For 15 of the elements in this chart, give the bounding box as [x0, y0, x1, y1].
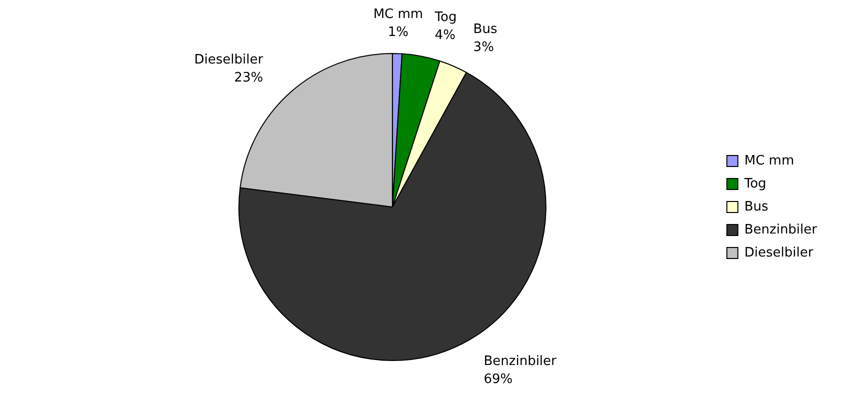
legend-label: Dieselbiler	[744, 245, 814, 260]
data-label: 23%	[234, 70, 264, 86]
data-label: 69%	[484, 372, 513, 387]
legend-label: Benzinbiler	[744, 222, 818, 238]
slice-label: Benzinbiler	[484, 354, 558, 369]
slice-label: Dieselbiler	[194, 52, 264, 68]
data-label: 4%	[434, 28, 456, 44]
slice-label: MC mm	[373, 6, 424, 22]
slice-label: Bus	[473, 22, 498, 37]
legend-label: MC mm	[744, 153, 794, 168]
data-label: 3%	[473, 40, 494, 55]
slice-label: Tog	[434, 10, 457, 26]
legend-label: Tog	[743, 176, 766, 192]
data-label: 1%	[388, 24, 408, 40]
legend-label: Bus	[744, 199, 769, 214]
